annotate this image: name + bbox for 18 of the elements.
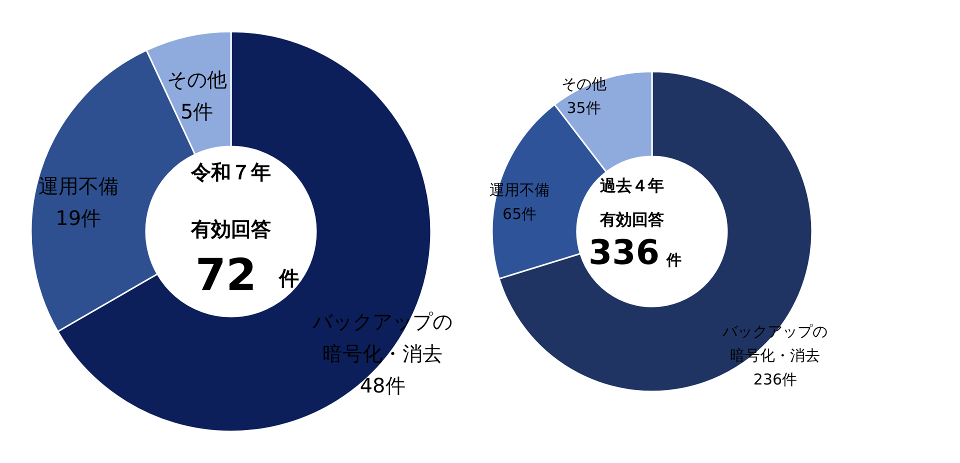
data-label: 65件 — [502, 205, 537, 224]
text: 72 — [195, 250, 257, 301]
text: 有効回答 — [599, 210, 664, 229]
slice-label: その他 — [166, 68, 227, 92]
data-label: 35件 — [566, 98, 601, 117]
slice-label: その他 — [561, 74, 606, 93]
data-label: 5件 — [180, 100, 214, 124]
text: 有効回答 — [190, 217, 271, 241]
data-label: 236件 — [753, 370, 798, 389]
text: 過去４年 — [599, 176, 664, 195]
slice-label: バックアップの暗号化・消去 — [312, 310, 453, 366]
slice-label: 運用不備 — [38, 174, 118, 198]
text: 336 — [588, 233, 660, 273]
text: 件 — [278, 266, 299, 290]
text: 件 — [666, 251, 682, 269]
data-label: 48件 — [360, 374, 406, 398]
data-label: 19件 — [56, 206, 102, 230]
text: 令和７年 — [190, 160, 271, 184]
